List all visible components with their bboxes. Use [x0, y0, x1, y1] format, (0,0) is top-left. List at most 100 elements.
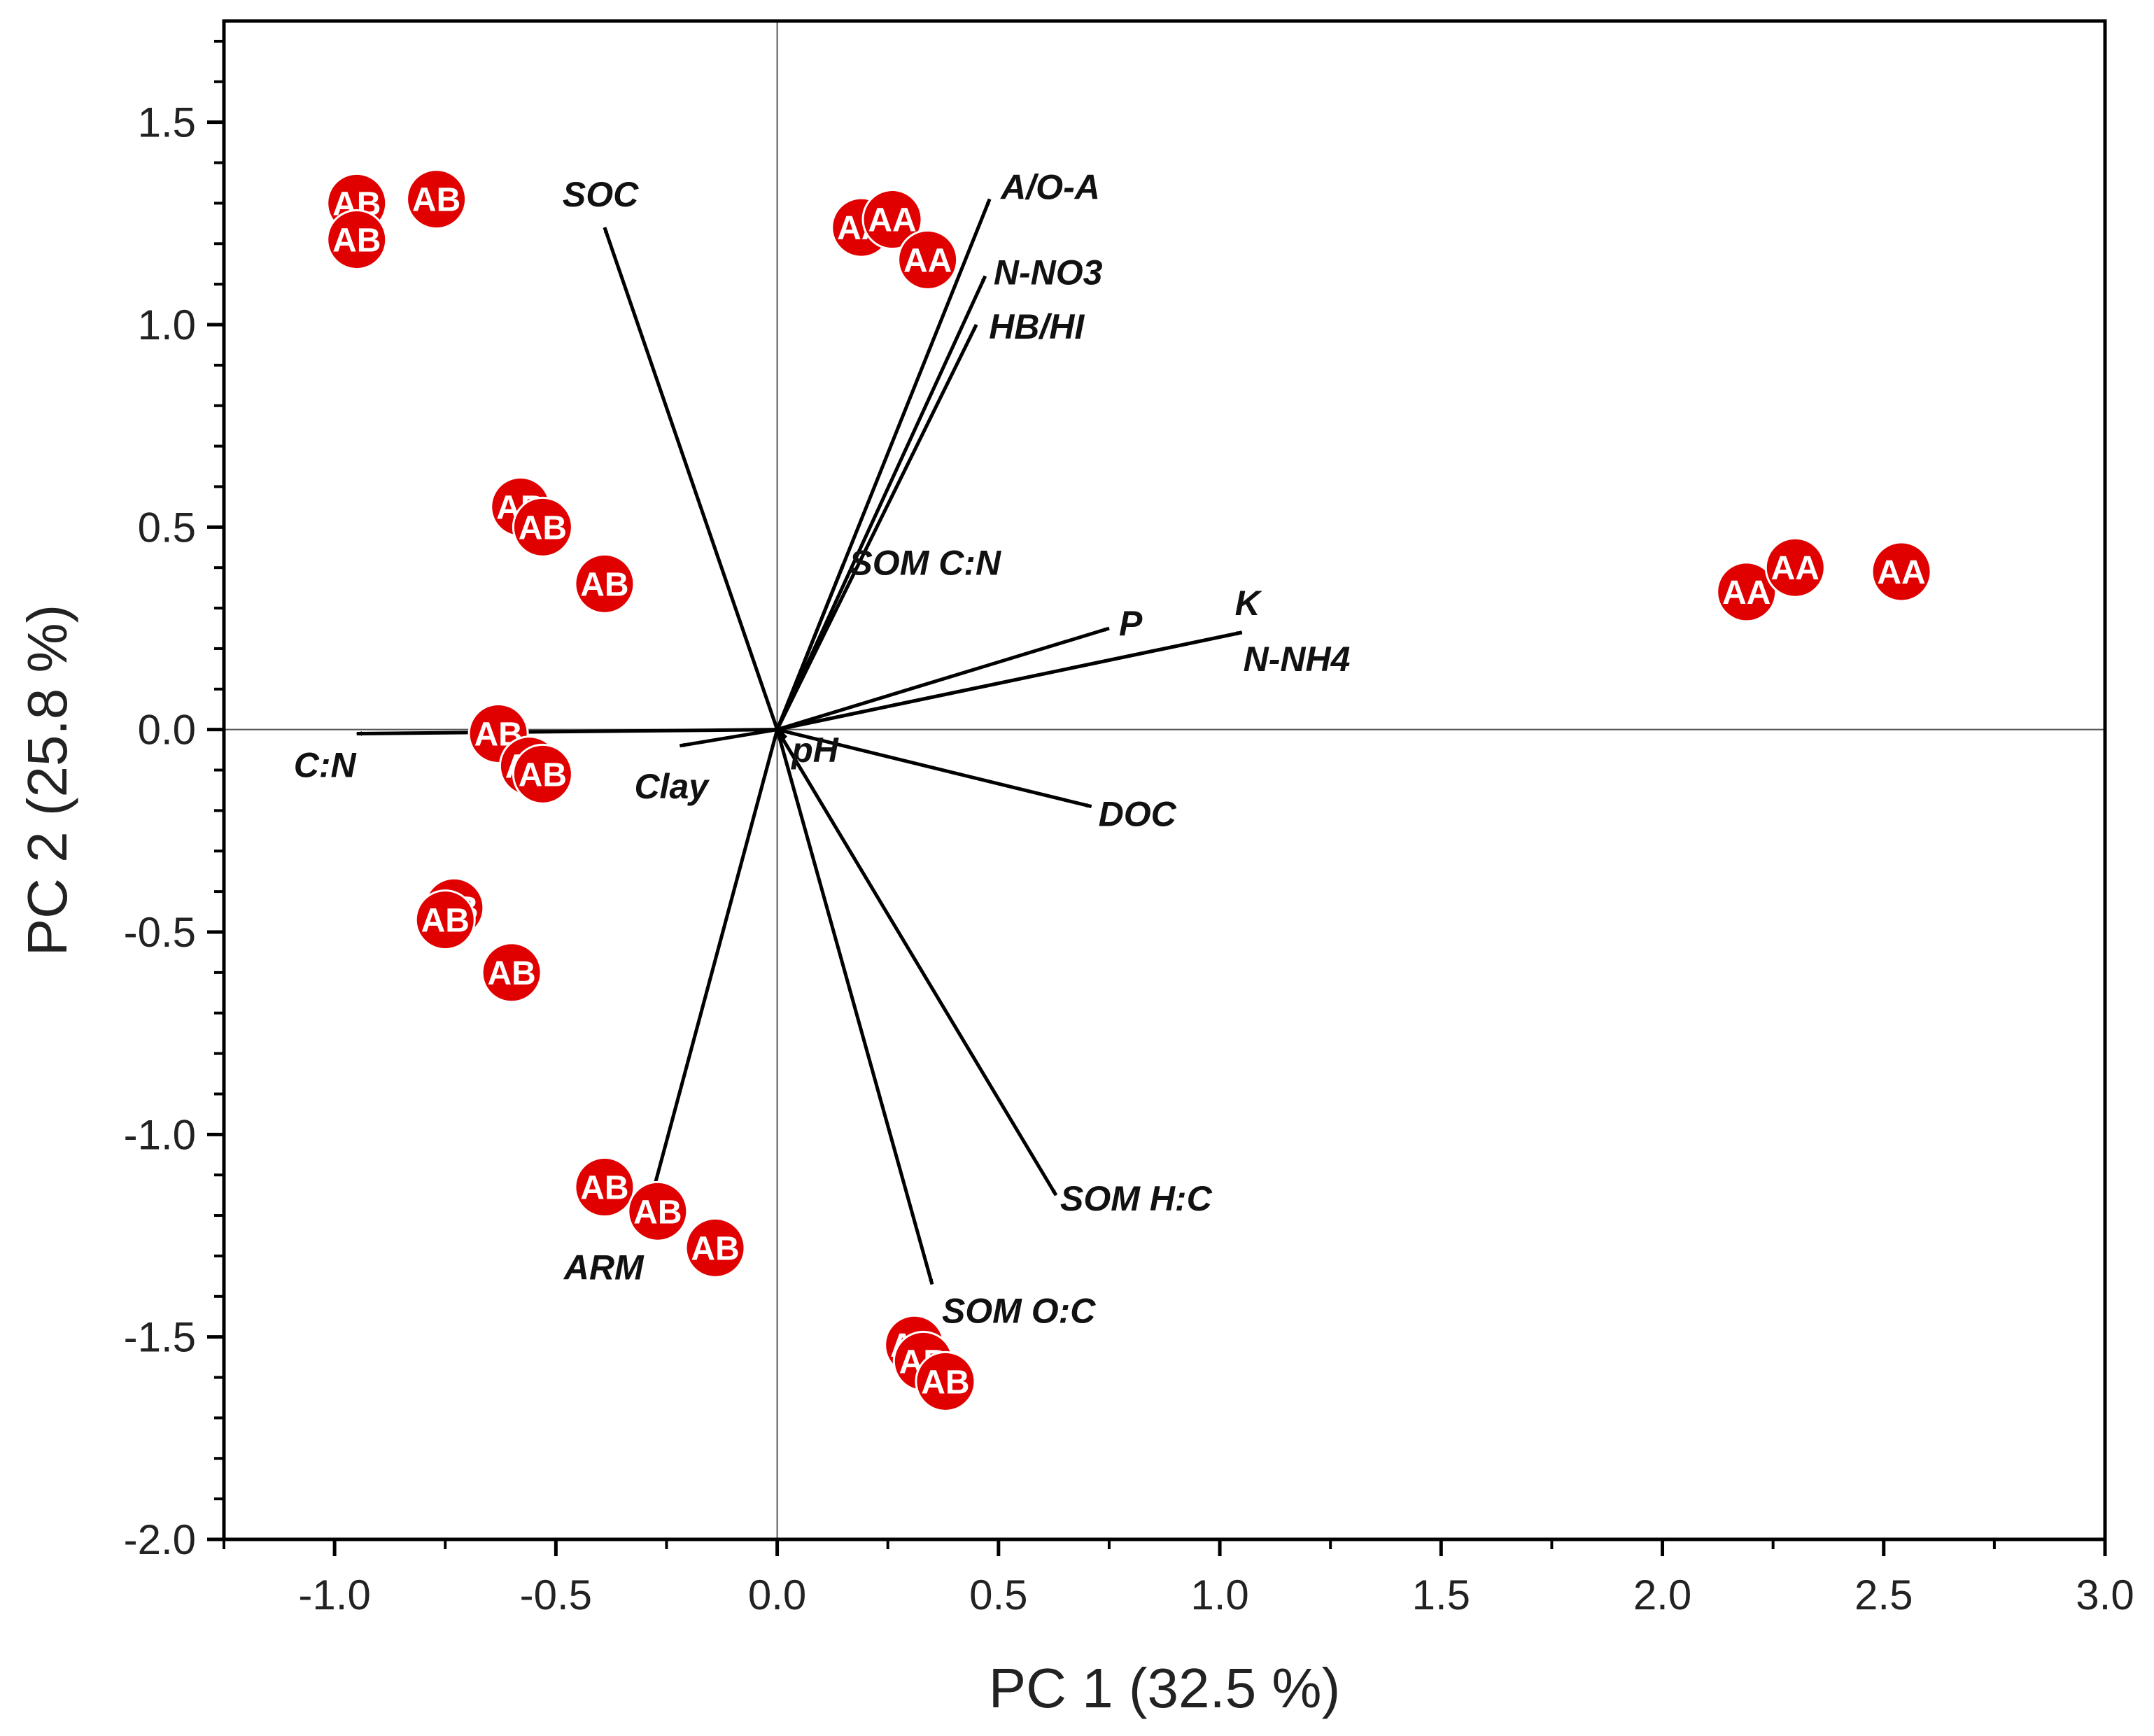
x-tick-label: 3.0 [2076, 1572, 2134, 1618]
y-axis-title: PC 2 (25.8 %) [16, 605, 78, 956]
x-tick-label: -1.0 [298, 1572, 370, 1618]
score-marker [574, 1157, 635, 1218]
loading-arrow-clay [679, 728, 777, 748]
score-point-aa: AA [897, 229, 959, 290]
score-marker [1716, 561, 1778, 623]
score-marker [406, 169, 467, 230]
score-point-ab: AB [512, 743, 573, 805]
score-label: AA [1877, 554, 1925, 591]
x-axis-title: PC 1 (32.5 %) [989, 1657, 1340, 1719]
score-point-aa: AA [1871, 541, 1932, 602]
score-label: AB [332, 222, 381, 259]
score-marker [512, 496, 573, 558]
score-point-ab: AB [574, 1157, 635, 1218]
score-label: AB [519, 756, 567, 793]
score-marker [1871, 541, 1932, 602]
x-tick-label: 1.0 [1190, 1572, 1248, 1618]
loading-arrow-som-c-n [775, 563, 845, 731]
loading-label-doc: DOC [1099, 795, 1177, 834]
score-label: AA [903, 242, 952, 279]
loading-vectors [356, 198, 1243, 1285]
score-marker [512, 743, 573, 805]
loading-arrow-soc [603, 227, 779, 731]
score-marker [861, 189, 923, 250]
y-tick-label: -1.0 [124, 1111, 196, 1158]
score-point-ab: AB [326, 209, 388, 270]
score-marker [1764, 537, 1826, 598]
axis-ticks: -1.0 -0.5 0.0 0.5 1.0 1.5 2.0 2.5 3.0 1.5 1.0 0.5 0.… [124, 39, 2134, 1618]
x-tick-label: 2.0 [1633, 1572, 1691, 1618]
score-point-ab: AB [627, 1180, 689, 1242]
score-label: AB [519, 509, 567, 546]
x-tick-label: -0.5 [520, 1572, 592, 1618]
score-marker [481, 942, 542, 1003]
loading-arrow-som-h-c [775, 728, 1058, 1197]
score-point-aa: AA [1764, 537, 1826, 598]
score-point-ab: AB [481, 942, 542, 1003]
y-tick-label: 0.5 [138, 504, 196, 551]
score-point-aa: AA [1716, 561, 1778, 623]
score-marker [897, 229, 959, 290]
vector-labels: SOC A/O-A N-NO3 HB/HI SOM C:N P K N-NH4 C:N Clay p… [294, 168, 1351, 1331]
y-tick-label: 1.5 [138, 99, 196, 146]
loading-arrow-arm [642, 729, 780, 1225]
score-point-ab: AB [406, 169, 467, 230]
loading-label-soc: SOC [563, 175, 639, 214]
score-point-ab: AB [574, 553, 635, 614]
score-point-aa: AA [861, 189, 923, 250]
x-tick-label: 0.0 [748, 1572, 806, 1618]
loading-label-k: K [1235, 584, 1263, 623]
loading-arrow-hb-hi [775, 323, 978, 731]
score-label: AB [487, 955, 535, 992]
score-label: AB [412, 182, 460, 219]
y-tick-label: -0.5 [124, 909, 196, 956]
score-label: AB [691, 1230, 739, 1267]
x-tick-label: 1.5 [1412, 1572, 1470, 1618]
score-marker [627, 1180, 689, 1242]
loading-label-hb-hi: HB/HI [989, 307, 1085, 346]
score-marker [684, 1217, 746, 1278]
score-label: AB [580, 566, 628, 603]
y-tick-label: 1.0 [138, 302, 196, 348]
y-tick-label: 0.0 [138, 707, 196, 754]
score-point-ab: AB [512, 496, 573, 558]
loading-label-som-c-n: SOM C:N [849, 543, 1001, 582]
score-point-ab: AB [414, 889, 476, 951]
y-tick-label: -1.5 [124, 1314, 196, 1361]
loading-label-ph: pH [790, 731, 839, 770]
score-label: AA [1722, 574, 1771, 612]
loading-arrow-doc [776, 728, 1092, 809]
loading-label-arm: ARM [563, 1248, 645, 1287]
loading-arrow-p [776, 626, 1110, 732]
loading-arrow-n-no3 [775, 275, 987, 731]
loading-arrow-som-o-c [775, 728, 934, 1285]
loading-label-n-nh4: N-NH4 [1244, 640, 1351, 679]
score-label: AB [421, 903, 470, 940]
score-label: AB [580, 1170, 628, 1207]
loading-label-a-o-a: A/O-A [999, 168, 1100, 207]
loading-label-clay: Clay [634, 767, 710, 806]
score-point-ab: AB [915, 1350, 976, 1412]
loading-arrow-c-n [356, 728, 777, 736]
score-label: AB [633, 1194, 682, 1231]
loading-arrow-n-nh4 [777, 630, 1243, 732]
loading-label-som-h-c: SOM H:C [1060, 1179, 1213, 1218]
score-label: AA [1771, 550, 1819, 587]
loading-label-p: P [1119, 604, 1143, 643]
score-label: AB [921, 1364, 969, 1401]
score-marker [574, 553, 635, 614]
x-tick-label: 0.5 [969, 1572, 1027, 1618]
x-tick-label: 2.5 [1854, 1572, 1913, 1618]
score-marker [915, 1350, 976, 1412]
plot-frame [222, 19, 2107, 1541]
score-point-ab: AB [684, 1217, 746, 1278]
score-points: ABABABABABABABABABABABABABABABABABABAAAA… [326, 169, 1932, 1412]
y-tick-label: -2.0 [124, 1516, 196, 1563]
loading-label-n-no3: N-NO3 [994, 253, 1103, 292]
score-label: AA [868, 202, 916, 239]
loading-label-c-n: C:N [294, 745, 357, 784]
score-marker [326, 209, 388, 270]
loading-label-som-o-c: SOM O:C [942, 1291, 1096, 1330]
score-marker [414, 889, 476, 951]
